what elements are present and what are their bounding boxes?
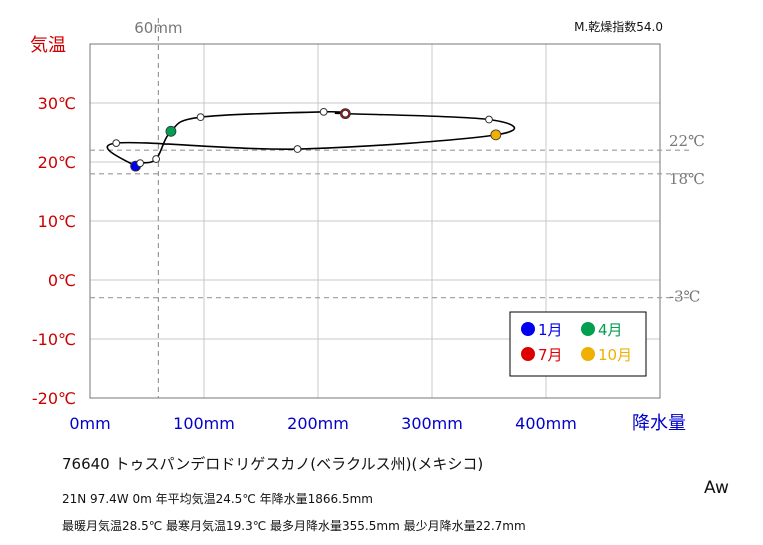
x-tick-label: 100mm bbox=[173, 414, 235, 433]
legend-box bbox=[509, 311, 647, 377]
month-point-6 bbox=[319, 107, 328, 116]
legend-label-4: 4月 bbox=[598, 321, 623, 339]
x-tick-label: 400mm bbox=[515, 414, 577, 433]
station-title: 76640 トゥスパンデロドリゲスカノ(ベラクルス州)(メキシコ) bbox=[62, 455, 484, 473]
climate-code: Aw bbox=[704, 478, 729, 498]
plot-frame bbox=[89, 43, 661, 399]
month-point-10 bbox=[490, 129, 502, 141]
month-point-2 bbox=[136, 159, 145, 168]
aridity-index: M.乾燥指数54.0 bbox=[574, 19, 663, 34]
month-point-11 bbox=[293, 145, 302, 153]
legend-marker-4 bbox=[581, 322, 595, 336]
climate-stats: 最暖月気温28.5℃ 最寒月気温19.3℃ 最多月降水量355.5mm 最少月降… bbox=[62, 519, 526, 533]
legend-marker-1 bbox=[521, 322, 535, 336]
location-info: 21N 97.4W 0m 年平均気温24.5℃ 年降水量1866.5mm bbox=[62, 492, 373, 506]
x-tick-label: 200mm bbox=[287, 414, 349, 433]
y-tick-label: -10℃ bbox=[32, 330, 76, 349]
month-point-5 bbox=[196, 113, 205, 122]
month-point-12 bbox=[112, 139, 121, 148]
legend-marker-7 bbox=[521, 347, 535, 361]
y-tick-label: 10℃ bbox=[38, 212, 76, 231]
climate-chart: 60mm 22℃ 18℃ -3℃ -20℃ -10℃ 0℃ 10℃ 20℃ 30℃ 0mm 100mm… bbox=[30, 18, 705, 434]
y-tick-label: -20℃ bbox=[32, 389, 76, 408]
y-tick-label: 30℃ bbox=[38, 94, 76, 113]
x-tick-label: 300mm bbox=[401, 414, 463, 433]
legend-marker-10 bbox=[581, 347, 595, 361]
hline-label: 22℃ bbox=[669, 132, 705, 150]
climate-curve bbox=[106, 110, 516, 169]
month-point-9 bbox=[485, 115, 493, 124]
hline-label: -3℃ bbox=[669, 288, 700, 306]
hline-label: 18℃ bbox=[669, 170, 705, 188]
legend-label-10: 10月 bbox=[598, 346, 632, 364]
x-tick-label: 0mm bbox=[69, 414, 110, 433]
month-point-3 bbox=[152, 155, 161, 163]
y-tick-label: 20℃ bbox=[38, 153, 76, 172]
month-point-4 bbox=[165, 125, 177, 137]
legend-label-1: 1月 bbox=[538, 321, 563, 339]
vline-label: 60mm bbox=[134, 19, 182, 37]
legend-label-7: 7月 bbox=[538, 346, 563, 364]
y-tick-label: 0℃ bbox=[48, 271, 76, 290]
x-axis-label: 降水量 bbox=[632, 413, 686, 434]
month-point-8 bbox=[341, 109, 350, 118]
y-axis-label: 気温 bbox=[30, 35, 66, 56]
